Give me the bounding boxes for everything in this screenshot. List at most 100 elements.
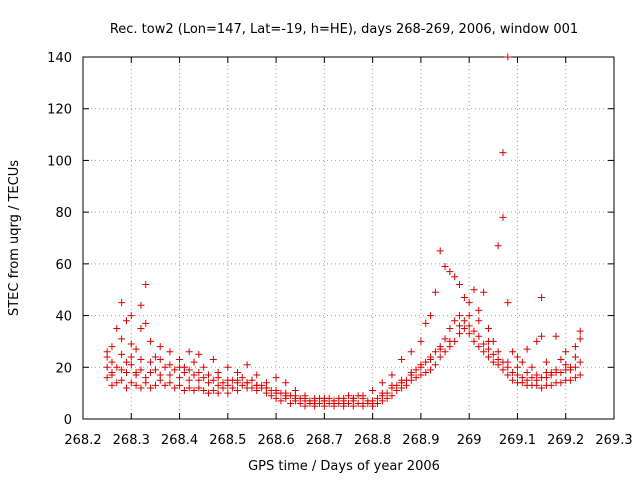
data-point [200, 363, 208, 371]
data-point [166, 361, 174, 369]
data-point [103, 374, 111, 382]
data-point [378, 379, 386, 387]
data-point [484, 345, 492, 353]
data-point [436, 353, 444, 361]
data-point [166, 371, 174, 379]
data-point [465, 322, 473, 330]
data-point [238, 374, 246, 382]
data-point [122, 358, 130, 366]
data-point [456, 322, 464, 330]
data-point [137, 301, 145, 309]
data-point [571, 363, 579, 371]
data-point [108, 358, 116, 366]
data-point [205, 379, 213, 387]
data-point [325, 394, 333, 402]
data-point [243, 361, 251, 369]
data-point [171, 384, 179, 392]
data-point [195, 384, 203, 392]
data-point [205, 389, 213, 397]
data-point [398, 356, 406, 364]
data-point [456, 312, 464, 320]
y-tick-label: 40 [55, 310, 72, 325]
data-point [185, 376, 193, 384]
data-point [456, 281, 464, 289]
data-point [456, 330, 464, 338]
data-point [576, 335, 584, 343]
x-tick-label: 268.5 [209, 433, 246, 448]
x-tick-label: 268.2 [64, 433, 101, 448]
data-point [480, 348, 488, 356]
data-point [132, 345, 140, 353]
data-point [108, 343, 116, 351]
data-point [475, 343, 483, 351]
data-point [547, 381, 555, 389]
x-tick-label: 268.9 [402, 433, 439, 448]
data-point [118, 350, 126, 358]
data-point [200, 374, 208, 382]
data-point [489, 350, 497, 358]
data-point [538, 384, 546, 392]
data-point [513, 371, 521, 379]
data-point [509, 376, 517, 384]
data-point [431, 348, 439, 356]
data-point [248, 376, 256, 384]
data-point [262, 384, 270, 392]
data-point [431, 288, 439, 296]
y-tick-label: 0 [64, 413, 72, 428]
data-point [378, 389, 386, 397]
data-point [161, 381, 169, 389]
data-point [538, 332, 546, 340]
data-point [523, 368, 531, 376]
data-point [359, 399, 367, 407]
y-tick-label: 140 [47, 51, 72, 66]
data-point [460, 293, 468, 301]
data-point [552, 332, 560, 340]
data-point [470, 327, 478, 335]
data-point [190, 358, 198, 366]
data-point [185, 384, 193, 392]
data-point [127, 340, 135, 348]
data-point [224, 389, 232, 397]
data-point [127, 379, 135, 387]
x-tick-label: 268.3 [113, 433, 150, 448]
data-point [489, 358, 497, 366]
data-point [209, 356, 217, 364]
data-point [113, 325, 121, 332]
data-point [180, 387, 188, 395]
data-point [499, 213, 507, 221]
data-point [470, 286, 478, 294]
data-point [195, 368, 203, 376]
data-point [147, 368, 155, 376]
x-tick-label: 268.7 [306, 433, 343, 448]
data-point [122, 317, 130, 325]
data-point [480, 340, 488, 348]
data-point [513, 353, 521, 361]
data-point [142, 281, 150, 289]
data-point [122, 368, 130, 376]
grid-lines [83, 57, 614, 419]
data-point [248, 384, 256, 392]
data-point [567, 366, 575, 374]
data-point [518, 358, 526, 366]
data-point [311, 399, 319, 407]
data-point [417, 337, 425, 345]
data-point [523, 345, 531, 353]
data-point [195, 376, 203, 384]
data-point [156, 371, 164, 379]
data-point [523, 376, 531, 384]
data-point [513, 363, 521, 371]
data-point [557, 356, 565, 364]
data-point [427, 366, 435, 374]
data-point [171, 366, 179, 374]
data-point [427, 356, 435, 364]
x-tick-label: 269.1 [499, 433, 536, 448]
data-point [103, 363, 111, 371]
data-point [499, 149, 507, 157]
data-point [431, 361, 439, 369]
data-point [137, 366, 145, 374]
data-point [451, 273, 459, 281]
data-point [480, 288, 488, 296]
data-point [567, 376, 575, 384]
data-point [200, 387, 208, 395]
